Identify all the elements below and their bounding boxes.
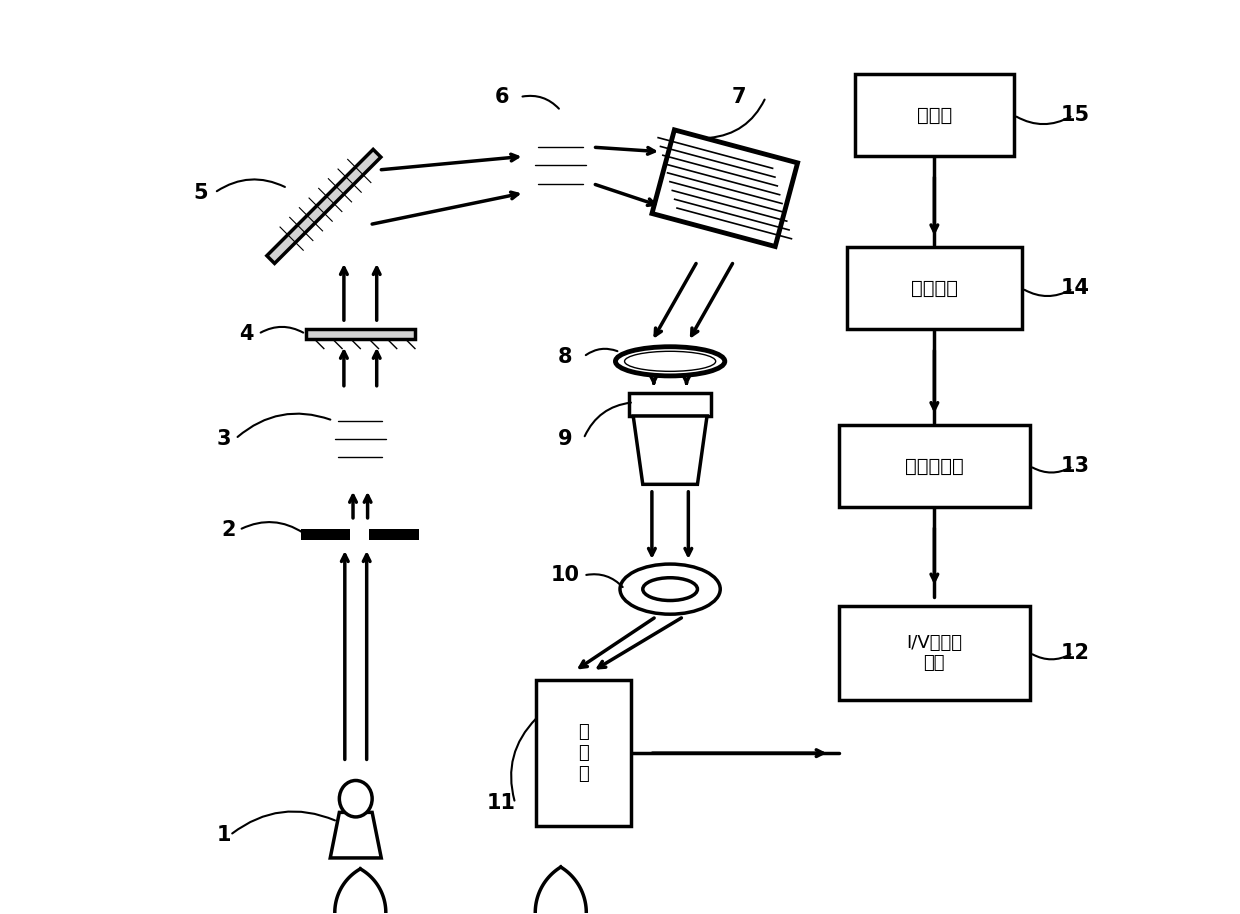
Text: 模数转换器: 模数转换器 bbox=[905, 457, 963, 475]
Bar bbox=[305, 328, 415, 339]
Text: 3: 3 bbox=[216, 429, 231, 449]
Text: 15: 15 bbox=[1061, 105, 1090, 125]
Text: 8: 8 bbox=[558, 346, 573, 367]
FancyBboxPatch shape bbox=[838, 425, 1030, 507]
Text: 1: 1 bbox=[216, 825, 231, 845]
Polygon shape bbox=[652, 130, 797, 247]
Text: 9: 9 bbox=[558, 429, 573, 449]
Text: 14: 14 bbox=[1061, 279, 1090, 299]
Text: 6: 6 bbox=[495, 87, 508, 107]
Text: 12: 12 bbox=[1061, 643, 1090, 663]
Ellipse shape bbox=[642, 578, 697, 600]
Bar bbox=[629, 393, 711, 416]
FancyBboxPatch shape bbox=[536, 680, 631, 826]
FancyBboxPatch shape bbox=[847, 248, 1022, 329]
Bar bbox=[371, 531, 396, 538]
Text: 13: 13 bbox=[1061, 456, 1090, 476]
Polygon shape bbox=[634, 416, 707, 484]
FancyBboxPatch shape bbox=[838, 606, 1030, 700]
Ellipse shape bbox=[615, 346, 725, 376]
Bar bbox=[370, 529, 419, 540]
Text: 11: 11 bbox=[487, 793, 516, 813]
Text: 液晶屏: 液晶屏 bbox=[916, 106, 952, 125]
Bar bbox=[301, 529, 350, 540]
Text: 4: 4 bbox=[239, 324, 254, 344]
Ellipse shape bbox=[625, 351, 715, 371]
Text: 10: 10 bbox=[551, 566, 580, 586]
Ellipse shape bbox=[620, 564, 720, 614]
Ellipse shape bbox=[340, 781, 372, 817]
Text: I/V转换放
大器: I/V转换放 大器 bbox=[906, 633, 962, 673]
Text: 微处理器: 微处理器 bbox=[911, 279, 957, 298]
Text: 7: 7 bbox=[732, 87, 745, 107]
Bar bbox=[325, 531, 350, 538]
Polygon shape bbox=[267, 149, 381, 263]
FancyBboxPatch shape bbox=[854, 74, 1014, 156]
Text: 5: 5 bbox=[193, 183, 208, 203]
Text: 2: 2 bbox=[221, 520, 236, 540]
Text: 探
测
器: 探 测 器 bbox=[578, 723, 589, 783]
